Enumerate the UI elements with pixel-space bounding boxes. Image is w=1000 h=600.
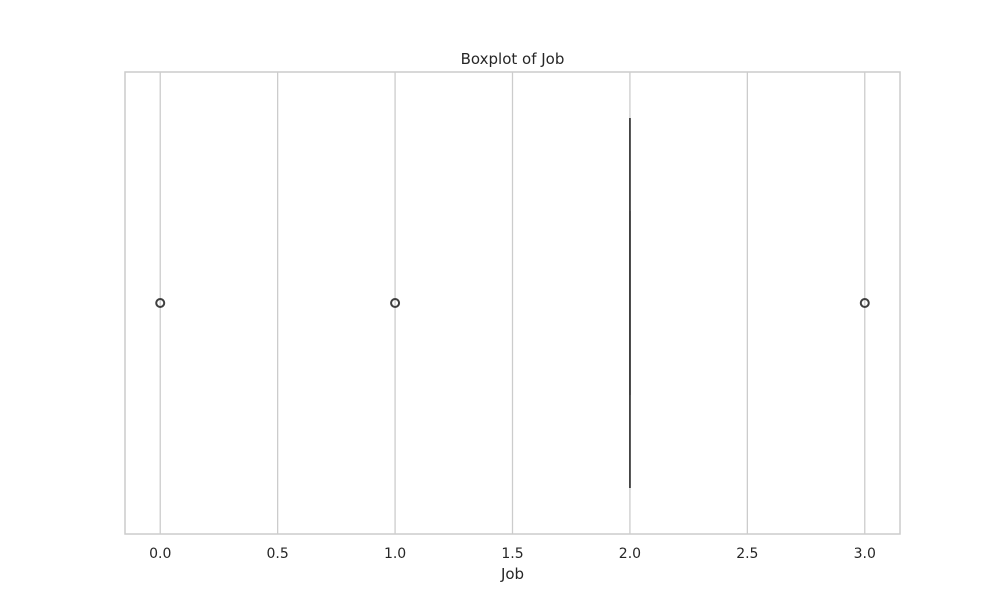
plot-frame <box>124 71 901 535</box>
outlier-point <box>155 298 166 308</box>
x-tick-label: 1.5 <box>501 546 523 562</box>
x-tick-label: 1.0 <box>384 546 406 562</box>
box-plot <box>155 118 870 488</box>
grid-lines <box>159 72 866 534</box>
outlier-point <box>859 298 870 308</box>
x-tick-labels: 0.0 0.5 1.0 1.5 2.0 2.5 3.0 <box>149 546 876 562</box>
x-axis-label: Job <box>500 565 524 583</box>
outlier-point <box>390 298 401 308</box>
chart-title: Boxplot of Job <box>461 50 565 68</box>
x-tick-label: 3.0 <box>854 546 876 562</box>
x-tick-label: 2.5 <box>736 546 758 562</box>
x-tick-label: 2.0 <box>619 546 641 562</box>
x-tick-label: 0.5 <box>267 546 289 562</box>
x-tick-label: 0.0 <box>149 546 171 562</box>
